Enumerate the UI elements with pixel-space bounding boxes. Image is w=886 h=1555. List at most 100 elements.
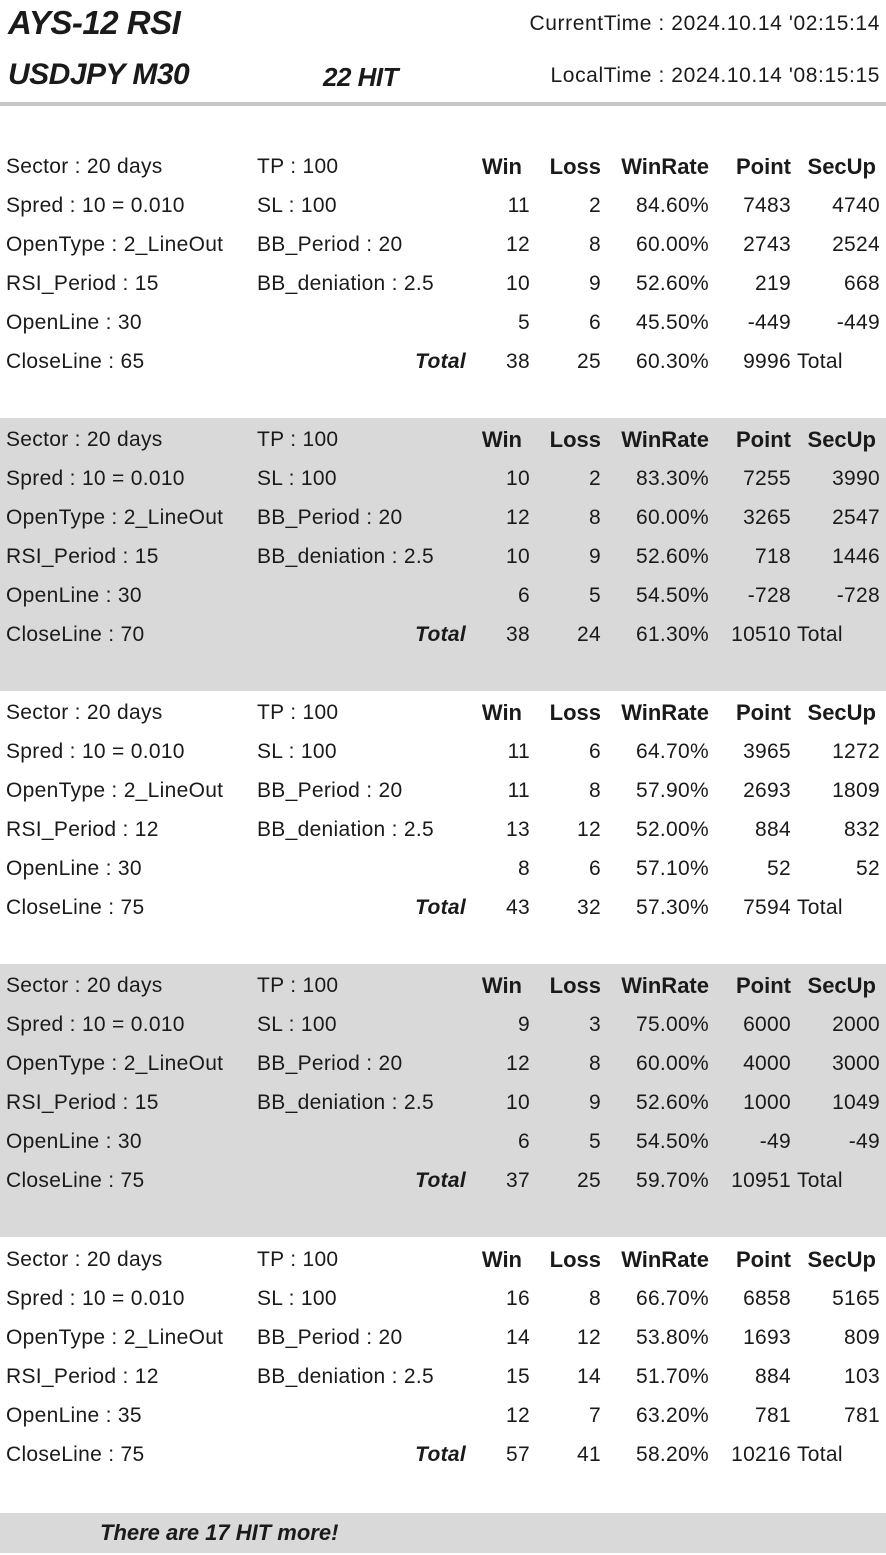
total-point: 9996 xyxy=(743,350,791,373)
win-value: 12 xyxy=(506,1404,530,1427)
win-value: 10 xyxy=(506,272,530,295)
param-label: BB_deniation : 2.5 xyxy=(257,272,435,295)
param-label: Spred : 10 = 0.010 xyxy=(6,467,185,490)
param-label: TP : 100 xyxy=(257,701,339,724)
param-label: BB_Period : 20 xyxy=(257,233,403,256)
param-label: TP : 100 xyxy=(257,428,339,451)
loss-value: 14 xyxy=(577,1365,601,1388)
winrate-value: 57.90% xyxy=(635,779,709,802)
block-header-row: Sector : 20 days TP : 100 Win Loss WinRate Po… xyxy=(0,966,886,1005)
winrate-value: 66.70% xyxy=(635,1287,709,1310)
col-header-point: Point xyxy=(736,154,791,179)
col-header-win: Win xyxy=(481,1247,522,1272)
data-row: OpenType : 2_LineOut BB_Period : 20 14 12 53… xyxy=(0,1318,886,1357)
param-label: OpenLine : 30 xyxy=(6,1130,142,1153)
param-label: BB_deniation : 2.5 xyxy=(257,1365,435,1388)
secup-value: 52 xyxy=(856,857,880,880)
col-header-point: Point xyxy=(736,1247,791,1272)
result-block: Sector : 20 days TP : 100 Win Loss WinRate Po… xyxy=(0,147,886,420)
col-header-loss: Loss xyxy=(549,427,601,452)
total-label: Total xyxy=(415,623,466,646)
result-block: Sector : 20 days TP : 100 Win Loss WinRate Po… xyxy=(0,964,886,1237)
loss-value: 2 xyxy=(589,194,601,217)
data-row: OpenType : 2_LineOut BB_Period : 20 12 8 60.… xyxy=(0,1044,886,1083)
winrate-value: 60.00% xyxy=(635,506,709,529)
total-word: Total xyxy=(797,896,843,919)
col-header-win: Win xyxy=(481,154,522,179)
win-value: 6 xyxy=(518,1130,530,1153)
total-label: Total xyxy=(415,350,466,373)
param-label: BB_Period : 20 xyxy=(257,1052,403,1075)
col-header-win: Win xyxy=(481,973,522,998)
loss-value: 8 xyxy=(589,233,601,256)
current-time: CurrentTime : 2024.10.14 '02:15:14 xyxy=(529,12,880,35)
loss-value: 5 xyxy=(589,584,601,607)
col-header-secup: SecUp xyxy=(807,1247,876,1272)
total-row: CloseLine : 70 Total 38 24 61.30% 10510 Total xyxy=(0,615,886,654)
winrate-value: 84.60% xyxy=(635,194,709,217)
block-header-row: Sector : 20 days TP : 100 Win Loss WinRate Po… xyxy=(0,693,886,732)
total-win: 57 xyxy=(506,1443,530,1466)
data-row: OpenLine : 30 8 6 57.10% 52 52 xyxy=(0,849,886,888)
data-row: OpenLine : 35 12 7 63.20% 781 781 xyxy=(0,1396,886,1435)
param-label: RSI_Period : 12 xyxy=(6,1365,159,1388)
total-loss: 41 xyxy=(577,1443,601,1466)
col-header-secup: SecUp xyxy=(807,154,876,179)
param-label: OpenType : 2_LineOut xyxy=(6,779,224,802)
win-value: 11 xyxy=(507,740,530,763)
param-label: Spred : 10 = 0.010 xyxy=(6,740,185,763)
loss-value: 6 xyxy=(589,311,601,334)
win-value: 10 xyxy=(506,1091,530,1114)
param-label: Spred : 10 = 0.010 xyxy=(6,1013,185,1036)
param-label: CloseLine : 65 xyxy=(6,350,145,373)
secup-value: 2524 xyxy=(832,233,880,256)
secup-value: 809 xyxy=(844,1326,880,1349)
data-row: Spred : 10 = 0.010 SL : 100 9 3 75.00% 6000 20… xyxy=(0,1005,886,1044)
secup-value: 668 xyxy=(844,272,880,295)
win-value: 12 xyxy=(506,233,530,256)
param-label: TP : 100 xyxy=(257,974,339,997)
total-win: 38 xyxy=(506,350,530,373)
loss-value: 8 xyxy=(589,1052,601,1075)
secup-value: 3000 xyxy=(832,1052,880,1075)
loss-value: 12 xyxy=(577,818,601,841)
point-value: 6000 xyxy=(743,1013,791,1036)
total-winrate: 61.30% xyxy=(635,623,709,646)
param-label: BB_Period : 20 xyxy=(257,1326,403,1349)
winrate-value: 63.20% xyxy=(635,1404,709,1427)
winrate-value: 54.50% xyxy=(635,1130,709,1153)
param-label: RSI_Period : 15 xyxy=(6,1091,159,1114)
data-row: OpenLine : 30 6 5 54.50% -728 -728 xyxy=(0,576,886,615)
col-header-winrate: WinRate xyxy=(621,1247,709,1272)
param-label: OpenType : 2_LineOut xyxy=(6,506,224,529)
data-row: OpenType : 2_LineOut BB_Period : 20 12 8 60.… xyxy=(0,225,886,264)
secup-value: 5165 xyxy=(832,1287,880,1310)
winrate-value: 75.00% xyxy=(635,1013,709,1036)
data-row: Spred : 10 = 0.010 SL : 100 11 2 84.60% 7483 4… xyxy=(0,186,886,225)
winrate-value: 53.80% xyxy=(635,1326,709,1349)
total-point: 10216 xyxy=(731,1443,791,1466)
block-header-row: Sector : 20 days TP : 100 Win Loss WinRate Po… xyxy=(0,1240,886,1279)
param-label: BB_deniation : 2.5 xyxy=(257,1091,435,1114)
data-row: RSI_Period : 15 BB_deniation : 2.5 10 9 52.6… xyxy=(0,1083,886,1122)
loss-value: 6 xyxy=(589,740,601,763)
param-label: OpenLine : 30 xyxy=(6,857,142,880)
param-label: BB_Period : 20 xyxy=(257,506,403,529)
param-label: RSI_Period : 12 xyxy=(6,818,159,841)
result-block: Sector : 20 days TP : 100 Win Loss WinRate Po… xyxy=(0,1240,886,1513)
loss-value: 2 xyxy=(589,467,601,490)
point-value: 781 xyxy=(755,1404,791,1427)
param-label: Sector : 20 days xyxy=(6,701,163,724)
point-value: 1000 xyxy=(743,1091,791,1114)
secup-value: 1049 xyxy=(832,1091,880,1114)
total-winrate: 59.70% xyxy=(635,1169,709,1192)
total-win: 37 xyxy=(506,1169,530,1192)
data-row: Spred : 10 = 0.010 SL : 100 16 8 66.70% 6858 5… xyxy=(0,1279,886,1318)
col-header-winrate: WinRate xyxy=(621,427,709,452)
col-header-loss: Loss xyxy=(549,154,601,179)
winrate-value: 57.10% xyxy=(635,857,709,880)
loss-value: 9 xyxy=(589,272,601,295)
winrate-value: 60.00% xyxy=(635,1052,709,1075)
param-label: CloseLine : 75 xyxy=(6,896,145,919)
param-label: Sector : 20 days xyxy=(6,1248,163,1271)
